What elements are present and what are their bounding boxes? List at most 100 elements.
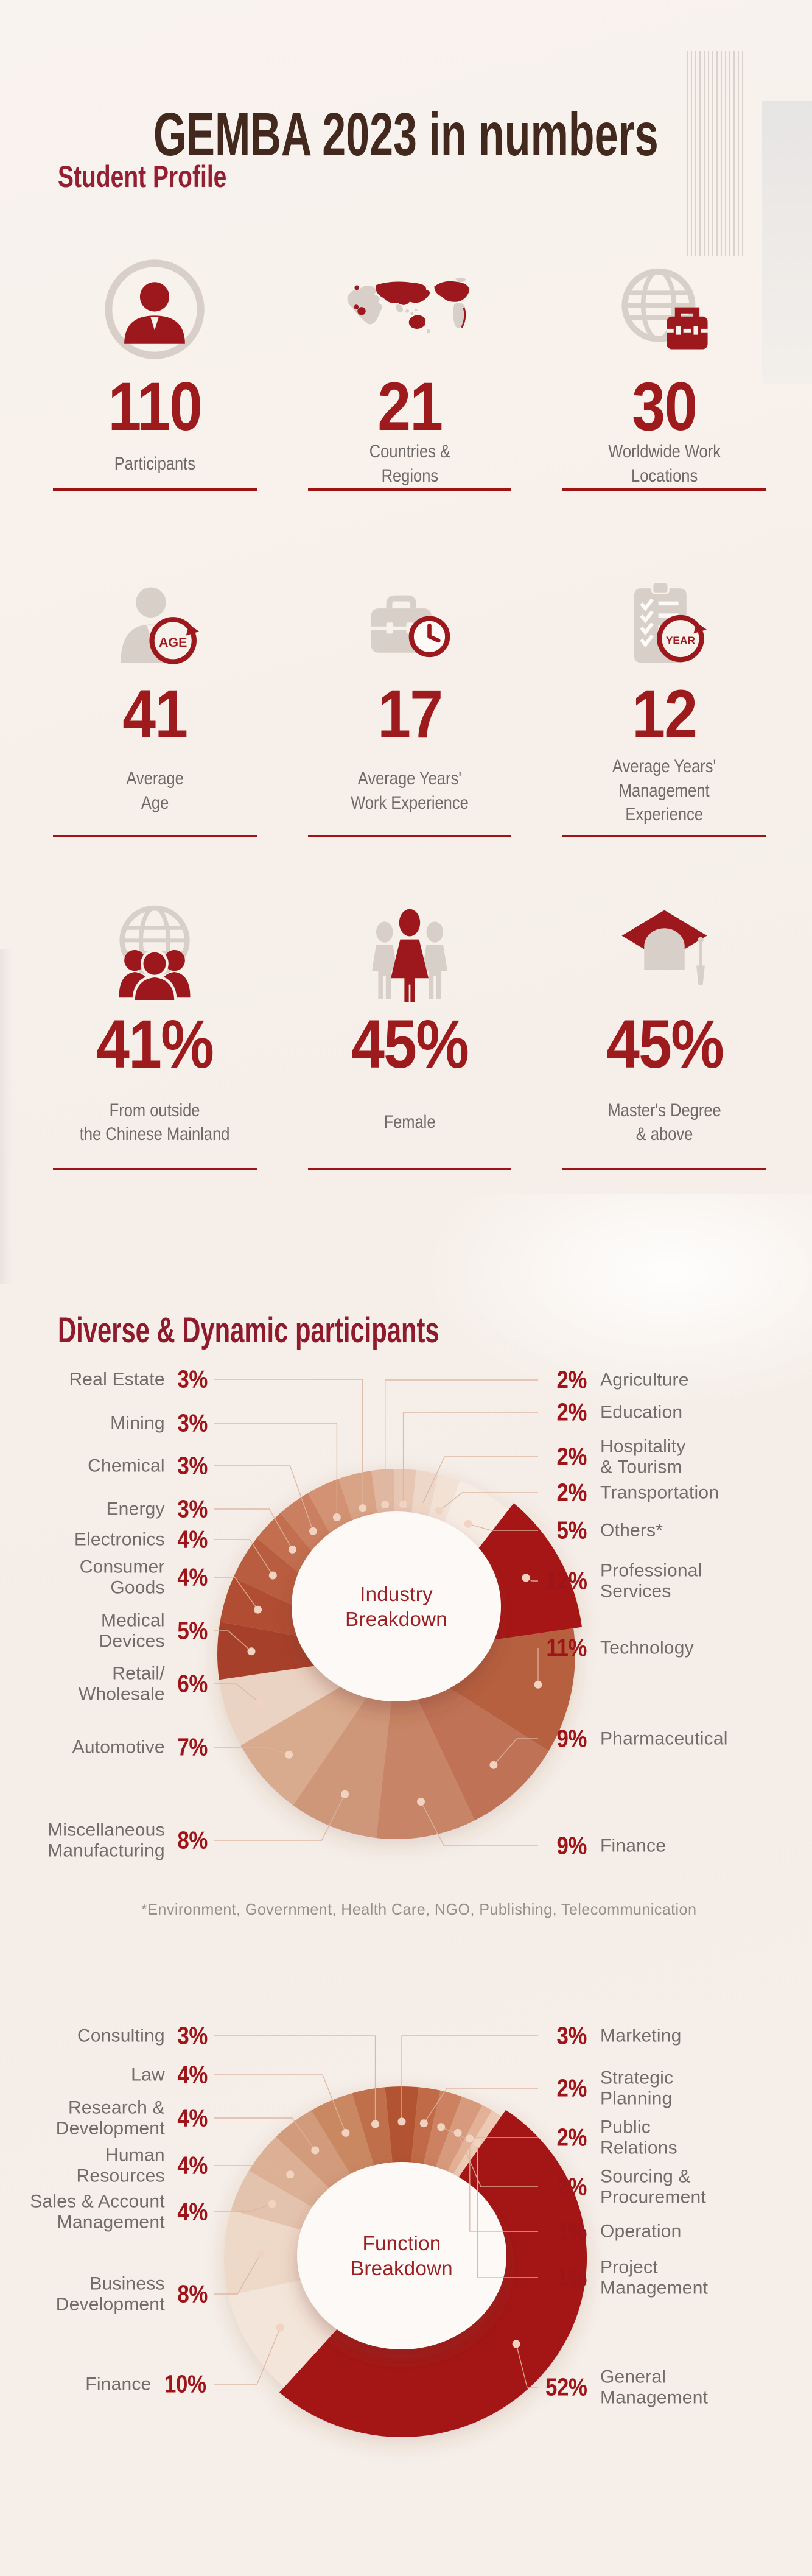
chart-label-percent: 8% (177, 1826, 208, 1854)
stats-row-3: 41% From outside the Chinese Mainland (53, 893, 766, 1170)
chart-label-percent: 12% (545, 1566, 587, 1595)
slice-dot-medical-devices (247, 1647, 256, 1656)
leader-line-miscellaneous-manufacturing (214, 1793, 346, 1841)
chart-label-percent: 1% (556, 2217, 587, 2245)
slice-dots (256, 2117, 520, 2348)
slice-dot-transportation (435, 1507, 443, 1515)
slice-dot-public-relations (437, 2123, 446, 2131)
chart-label-percent: 9% (556, 1724, 587, 1753)
chart-label-name: Law (131, 2064, 165, 2085)
chart-label-name: Sales & Account Management (30, 2191, 165, 2232)
chart-label-technology: 11% Technology (542, 1634, 694, 1663)
chart-label-name: Transportation (600, 1482, 719, 1503)
clipboard-year-icon: YEAR (562, 566, 766, 682)
slice-dot-education (399, 1500, 408, 1508)
leader-line-project-management (477, 2142, 538, 2278)
divider-line (562, 488, 766, 491)
chart-label-percent: 3% (177, 1494, 208, 1523)
chart-label-electronics: Electronics 4% (74, 1526, 210, 1554)
leader-line-research-development (214, 2117, 316, 2151)
chart-label-operation: 1% Operation (542, 2217, 682, 2246)
chart-label-name: Strategic Planning (600, 2067, 674, 2108)
chart-label-percent: 8% (177, 2279, 208, 2308)
chart-label-name: Marketing (600, 2025, 682, 2046)
svg-text:AGE: AGE (159, 635, 187, 649)
chart-label-public-relations: 2% Public Relations (542, 2117, 677, 2158)
slice-dot-law (341, 2128, 350, 2137)
leader-line-general-management (516, 2343, 538, 2388)
chart-label-others: 5% Others* (542, 1516, 663, 1545)
stat-masters-degree: 45% Master's Degree & above (562, 893, 766, 1170)
chart-label-agriculture: 2% Agriculture (542, 1366, 689, 1395)
stat-value: 41 (122, 676, 188, 752)
chart-label-name: Finance (600, 1835, 667, 1856)
chart-label-name: Mining (110, 1413, 165, 1434)
chart-label-retail-wholesale: Retail/ Wholesale 6% (79, 1663, 210, 1704)
slice-dot-others (464, 1519, 472, 1528)
stat-value: 41% (96, 1006, 214, 1082)
chart-label-transportation: 2% Transportation (542, 1479, 719, 1507)
slice-miscellaneous-manufacturing (293, 1654, 396, 1839)
slice-dot-general-management (512, 2340, 520, 2348)
leader-line-retail-wholesale (214, 1683, 260, 1703)
chart-label-name: Sourcing & Procurement (600, 2166, 706, 2207)
chart-label-percent: 2% (556, 2074, 587, 2102)
chart-label-consumer-goods: Consumer Goods 4% (80, 1557, 210, 1597)
slice-dot-agriculture (381, 1501, 390, 1509)
leader-line-education (402, 1412, 538, 1505)
chart-label-hospitality-tourism: 2% Hospitality & Tourism (542, 1436, 686, 1477)
chart-label-percent: 2% (556, 1365, 587, 1394)
divider-line (53, 488, 257, 491)
slice-dot-hospitality-tourism (417, 1502, 425, 1511)
leader-line-strategic-planning (423, 2088, 538, 2124)
chart-label-project-management: 1% Project Management (542, 2257, 708, 2298)
page-title: GEMBA 2023 in numbers (153, 100, 659, 169)
chart-label-percent: 2% (556, 2123, 587, 2152)
chart-label-percent: 7% (177, 1733, 208, 1761)
chart-label-professional-services: 12% Professional Services (542, 1560, 702, 1601)
leader-line-medical-devices (214, 1630, 252, 1652)
donut-center-disc (297, 2162, 506, 2349)
chart-label-percent: 1% (556, 2263, 587, 2292)
globe-briefcase-icon (562, 244, 766, 375)
leader-line-hospitality-tourism (421, 1456, 538, 1507)
slice-dots (247, 1500, 542, 1806)
chart-label-name: Human Resources (76, 2145, 165, 2186)
chart-label-name: Pharmaceutical (600, 1728, 728, 1749)
globe-people-icon (53, 893, 257, 1012)
female-icon (308, 893, 512, 1012)
divider-line (307, 1168, 512, 1170)
stat-label: Average Age (126, 769, 184, 813)
chart-label-automotive: Automotive 7% (72, 1733, 210, 1762)
section-diverse-participants: Diverse & Dynamic participants (58, 1310, 439, 1350)
chart-label-marketing: 3% Marketing (542, 2022, 682, 2050)
chart-label-percent: 3% (556, 2021, 587, 2050)
slice-dot-sales-account-management (268, 2200, 276, 2208)
left-strip-decoration (0, 949, 12, 1284)
chart-label-name: Real Estate (69, 1369, 165, 1390)
chart-label-sales-account-management: Sales & Account Management 4% (30, 2191, 210, 2232)
stats-row-1: 110 Participants (53, 244, 766, 491)
function-donut-center-label: Function Breakdown (351, 2231, 453, 2279)
leader-line-business-development (214, 2253, 261, 2295)
chart-label-chemical: Chemical 3% (88, 1452, 210, 1480)
chart-label-percent: 2% (556, 1442, 587, 1471)
leader-line-electronics (214, 1539, 273, 1576)
chart-label-percent: 5% (177, 1616, 208, 1645)
stat-work-experience: 17 Average Years' Work Experience (307, 566, 512, 837)
chart-label-percent: 4% (177, 2197, 208, 2226)
leader-line-finance (214, 2327, 281, 2385)
chart-label-name: Retail/ Wholesale (78, 1663, 165, 1704)
chart-label-percent: 5% (556, 1516, 587, 1544)
slice-dot-pharmaceutical (489, 1761, 498, 1769)
slice-dot-finance (417, 1798, 425, 1806)
chart-label-education: 2% Education (542, 1398, 682, 1427)
chart-label-sourcing-procurement: 2% Sourcing & Procurement (542, 2166, 706, 2207)
gray-rectangle-decoration (762, 101, 812, 384)
stat-value: 45% (606, 1006, 724, 1082)
world-map-icon (308, 244, 512, 375)
chart-label-percent: 2% (556, 2172, 587, 2201)
chart-label-name: Education (600, 1402, 683, 1423)
chart-label-name: Operation (600, 2221, 682, 2242)
slice-pharmaceutical (396, 1654, 549, 1821)
